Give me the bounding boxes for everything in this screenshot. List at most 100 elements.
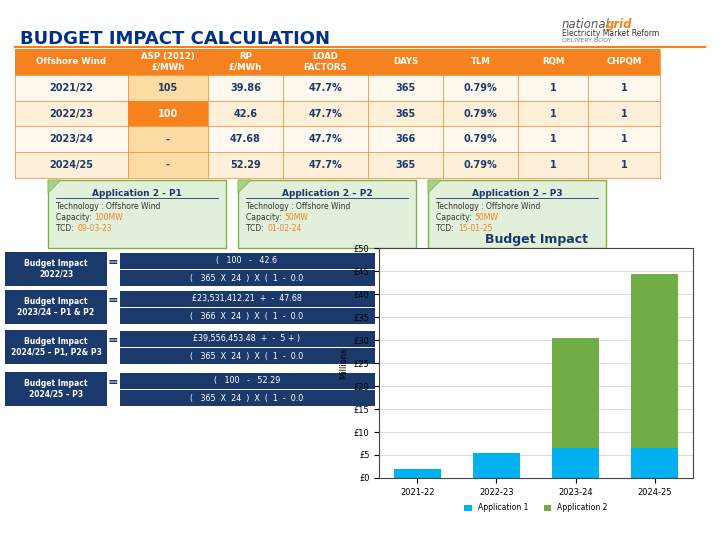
- Text: Budget Impact
2022/23: Budget Impact 2022/23: [24, 259, 88, 279]
- Y-axis label: Millions: Millions: [339, 347, 348, 379]
- Bar: [394, 469, 441, 478]
- Text: 1: 1: [549, 134, 557, 144]
- Text: 2024/25: 2024/25: [50, 160, 94, 170]
- Text: Budget Impact
2024/25 – P1, P2& P3: Budget Impact 2024/25 – P1, P2& P3: [11, 338, 102, 357]
- Text: national: national: [562, 18, 610, 31]
- Bar: [48, 180, 226, 248]
- Bar: [631, 448, 678, 478]
- Text: Technology : Offshore Wind: Technology : Offshore Wind: [246, 202, 351, 211]
- Bar: [120, 373, 375, 389]
- Text: 0.79%: 0.79%: [464, 160, 498, 170]
- Bar: [128, 152, 208, 178]
- Text: =: =: [108, 294, 118, 307]
- Text: RP
£/MWh: RP £/MWh: [229, 52, 262, 72]
- Text: 47.7%: 47.7%: [309, 83, 343, 93]
- Text: Electricity Market Reform: Electricity Market Reform: [562, 29, 660, 38]
- Bar: [120, 253, 375, 269]
- Text: 0.79%: 0.79%: [464, 109, 498, 118]
- Text: 105: 105: [158, 83, 178, 93]
- Text: 1: 1: [549, 109, 557, 118]
- Text: 0.79%: 0.79%: [464, 134, 498, 144]
- Text: 1: 1: [549, 160, 557, 170]
- Bar: [128, 75, 208, 100]
- Text: 47.68: 47.68: [230, 134, 261, 144]
- Text: £39,556,453.48  +  -  5 + ): £39,556,453.48 + - 5 + ): [194, 334, 300, 343]
- Bar: [128, 126, 208, 152]
- Text: BUDGET IMPACT CALCULATION: BUDGET IMPACT CALCULATION: [20, 30, 330, 48]
- Text: 09-03-23: 09-03-23: [78, 224, 112, 233]
- Text: 47.7%: 47.7%: [309, 160, 343, 170]
- Text: 01-02-24: 01-02-24: [268, 224, 302, 233]
- Bar: [5, 330, 107, 364]
- Bar: [15, 100, 660, 126]
- Text: 50MW: 50MW: [284, 213, 308, 222]
- Bar: [238, 180, 416, 248]
- Text: 42.6: 42.6: [233, 109, 258, 118]
- Polygon shape: [238, 180, 251, 193]
- Text: =: =: [108, 256, 118, 269]
- Bar: [128, 100, 208, 126]
- Text: TCD:: TCD:: [246, 224, 266, 233]
- Polygon shape: [48, 180, 61, 193]
- Text: (   365  X  24  )  X  (  1  -  0.0: ( 365 X 24 ) X ( 1 - 0.0: [190, 352, 304, 361]
- Text: 1: 1: [621, 83, 627, 93]
- Text: Technology : Offshore Wind: Technology : Offshore Wind: [436, 202, 541, 211]
- Text: 100MW: 100MW: [94, 213, 122, 222]
- Text: RQM: RQM: [542, 57, 564, 66]
- Text: DAYS: DAYS: [393, 57, 418, 66]
- Bar: [15, 126, 660, 152]
- Bar: [473, 453, 521, 478]
- Text: 365: 365: [395, 83, 415, 93]
- Text: 1: 1: [549, 83, 557, 93]
- Text: Offshore Wind: Offshore Wind: [37, 57, 107, 66]
- Text: TCD:: TCD:: [436, 224, 456, 233]
- Text: Application 2 – P3: Application 2 – P3: [472, 189, 562, 198]
- Text: 47.7%: 47.7%: [309, 134, 343, 144]
- Bar: [5, 290, 107, 324]
- Text: TLM: TLM: [471, 57, 490, 66]
- Text: (   366  X  24  )  X  (  1  -  0.0: ( 366 X 24 ) X ( 1 - 0.0: [190, 312, 304, 321]
- Title: Budget Impact: Budget Impact: [485, 233, 588, 246]
- Text: (   365  X  24  )  X  (  1  -  0.0: ( 365 X 24 ) X ( 1 - 0.0: [190, 273, 304, 282]
- Text: 2023/24: 2023/24: [50, 134, 94, 144]
- Bar: [120, 390, 375, 406]
- Text: 365: 365: [395, 160, 415, 170]
- Text: =: =: [108, 376, 118, 389]
- Bar: [120, 291, 375, 307]
- Legend: Application 1, Application 2: Application 1, Application 2: [462, 500, 611, 515]
- Text: DELIVERY BODY: DELIVERY BODY: [562, 38, 611, 43]
- Text: CHPQM: CHPQM: [606, 57, 642, 66]
- Text: Budget Impact
2023/24 – P1 & P2: Budget Impact 2023/24 – P1 & P2: [17, 298, 94, 316]
- Bar: [120, 331, 375, 347]
- Text: (   365  X  24  )  X  (  1  -  0.0: ( 365 X 24 ) X ( 1 - 0.0: [190, 394, 304, 402]
- Text: =: =: [108, 334, 118, 347]
- Text: 2022/23: 2022/23: [50, 109, 94, 118]
- Text: -: -: [166, 134, 170, 144]
- Text: 1: 1: [621, 134, 627, 144]
- Bar: [552, 448, 599, 478]
- Text: LOAD
FACTORS: LOAD FACTORS: [304, 52, 347, 72]
- Text: (   100   -   52.29: ( 100 - 52.29: [214, 376, 280, 386]
- Text: Capacity:: Capacity:: [246, 213, 284, 222]
- Text: Budget Impact
2024/25 – P3: Budget Impact 2024/25 – P3: [24, 379, 88, 399]
- Text: Capacity:: Capacity:: [436, 213, 474, 222]
- Text: (   100   -   42.6: ( 100 - 42.6: [217, 256, 277, 266]
- Bar: [120, 308, 375, 324]
- Text: Technology : Offshore Wind: Technology : Offshore Wind: [56, 202, 161, 211]
- Text: 365: 365: [395, 109, 415, 118]
- Text: Application 2 – P2: Application 2 – P2: [282, 189, 372, 198]
- Text: TCD:: TCD:: [56, 224, 76, 233]
- Bar: [15, 75, 660, 100]
- Text: 100: 100: [158, 109, 178, 118]
- Text: Capacity:: Capacity:: [56, 213, 94, 222]
- Text: £23,531,412.21  +  -  47.68: £23,531,412.21 + - 47.68: [192, 294, 302, 303]
- Bar: [5, 252, 107, 286]
- Polygon shape: [428, 180, 441, 193]
- Text: 47.7%: 47.7%: [309, 109, 343, 118]
- Text: grid: grid: [606, 18, 632, 31]
- Bar: [15, 152, 660, 178]
- Text: 2021/22: 2021/22: [50, 83, 94, 93]
- Text: 1: 1: [621, 109, 627, 118]
- Bar: [428, 180, 606, 248]
- Text: 366: 366: [395, 134, 415, 144]
